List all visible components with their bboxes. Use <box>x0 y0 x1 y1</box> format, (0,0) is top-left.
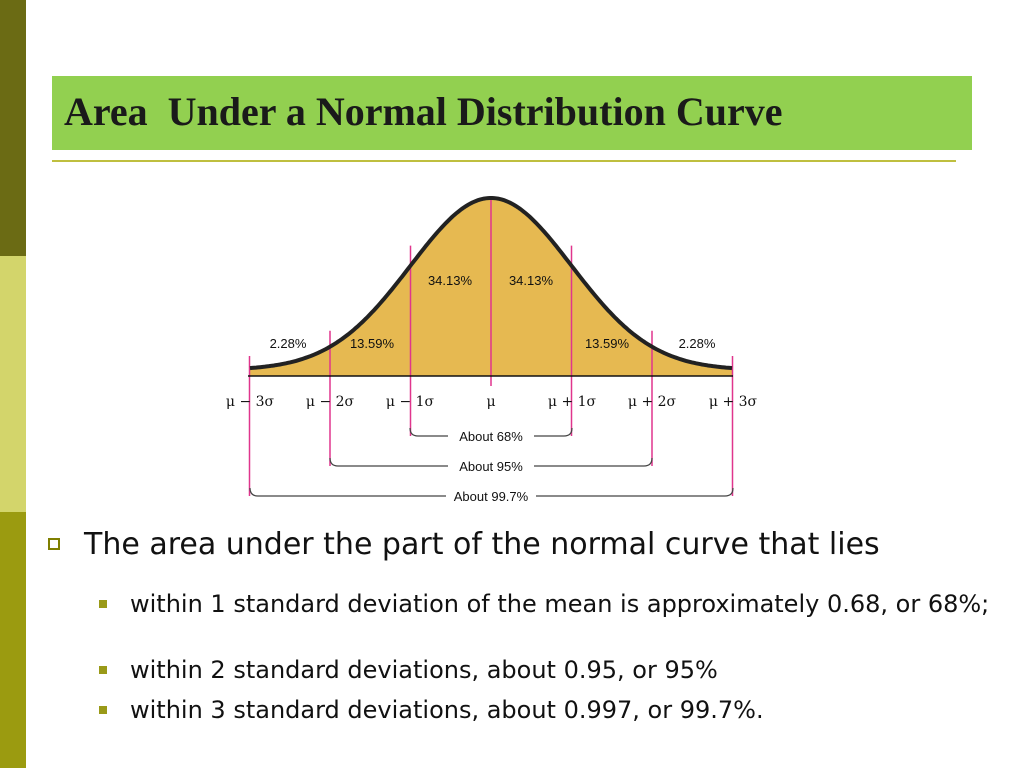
sub-bullet-icon <box>99 600 107 608</box>
bracket-label-997: About 99.7% <box>454 489 529 504</box>
axis-label-plus-3sigma: μ + 3σ <box>709 394 758 410</box>
area-label-tail-left: 2.28% <box>270 336 307 351</box>
axis-label-mean: μ <box>486 394 495 410</box>
bracket-label-95: About 95% <box>459 459 523 474</box>
bracket-95 <box>329 457 653 467</box>
main-bullet-text: The area under the part of the normal cu… <box>84 527 880 562</box>
area-label-tail-right: 2.28% <box>679 336 716 351</box>
area-label-mid-right: 13.59% <box>585 336 630 351</box>
side-strip-dark <box>0 0 26 256</box>
axis-label-plus-1sigma: μ + 1σ <box>548 394 597 410</box>
normal-curve-diagram: 2.28% 13.59% 34.13% 34.13% 13.59% 2.28% … <box>226 196 758 504</box>
title-divider <box>52 160 956 162</box>
sub-bullet-icon <box>99 666 107 674</box>
side-strip-mid <box>0 512 26 768</box>
bracket-label-68: About 68% <box>459 429 523 444</box>
area-label-center-right: 34.13% <box>509 273 554 288</box>
title-box: Area Under a Normal Distribution Curve <box>52 76 972 150</box>
normal-curve-line <box>249 196 733 371</box>
bracket-68 <box>409 427 573 437</box>
sub-bullet-text-3: within 3 standard deviations, about 0.99… <box>130 696 764 724</box>
sub-bullet-text-1: within 1 standard deviation of the mean … <box>130 590 990 618</box>
axis-label-minus-1sigma: μ − 1σ <box>386 394 435 410</box>
bracket-997 <box>249 487 734 497</box>
slide-title: Area Under a Normal Distribution Curve <box>64 89 783 134</box>
sub-bullet-text-2: within 2 standard deviations, about 0.95… <box>130 656 718 684</box>
bullet-square-icon <box>48 538 60 550</box>
axis-label-minus-3sigma: μ − 3σ <box>226 394 275 410</box>
axis-label-minus-2sigma: μ − 2σ <box>306 394 355 410</box>
area-label-center-left: 34.13% <box>428 273 473 288</box>
sigma-markers <box>248 198 734 496</box>
sub-bullet-icon <box>99 706 107 714</box>
area-label-mid-left: 13.59% <box>350 336 395 351</box>
side-strip-light <box>0 256 26 512</box>
axis-label-plus-2sigma: μ + 2σ <box>628 394 677 410</box>
